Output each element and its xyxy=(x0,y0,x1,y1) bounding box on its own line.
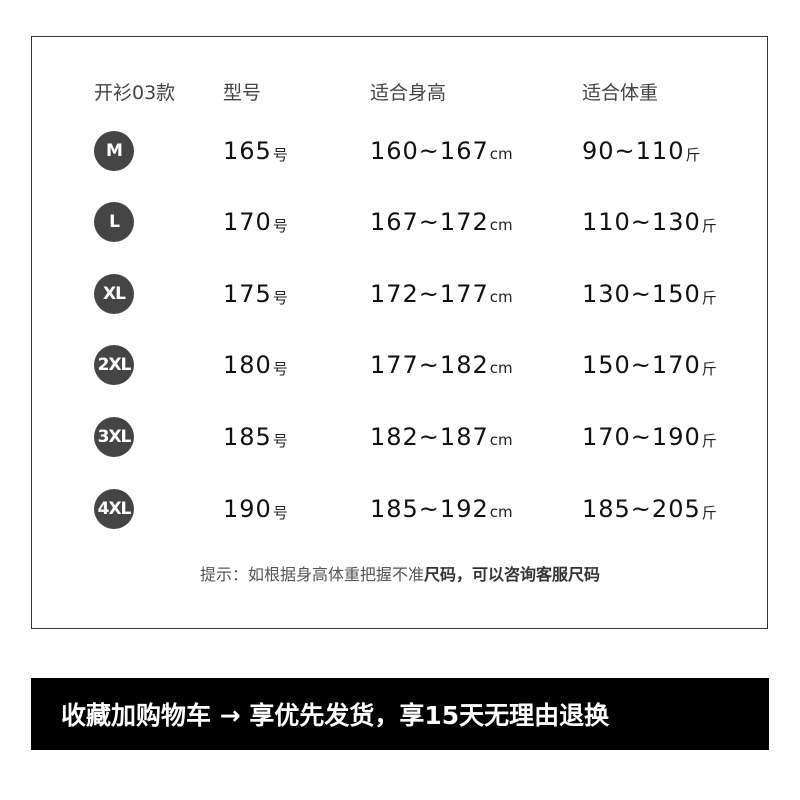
weight-cell: 130~150 斤 xyxy=(582,274,717,314)
header-height: 适合身高 xyxy=(370,81,447,104)
height-cell-unit: cm xyxy=(489,359,513,377)
weight-cell: 90~110 斤 xyxy=(582,131,700,171)
weight-cell-value: 150~170 xyxy=(582,351,701,379)
height-cell-unit: cm xyxy=(489,431,513,449)
height-cell: 160~167 cm xyxy=(370,131,513,171)
height-cell-unit: cm xyxy=(489,503,513,521)
header-model: 型号 xyxy=(223,81,262,104)
weight-cell: 185~205 斤 xyxy=(582,489,717,529)
weight-cell: 110~130 斤 xyxy=(582,202,717,242)
table-row: XL 175 号 172~177 cm 130~150 斤 xyxy=(0,274,800,314)
weight-cell-value: 130~150 xyxy=(582,280,701,308)
height-cell-value: 172~177 xyxy=(370,280,489,308)
model-cell-value: 190 xyxy=(223,495,272,523)
model-cell: 175 号 xyxy=(223,274,288,314)
height-cell: 182~187 cm xyxy=(370,417,513,457)
height-cell-value: 177~182 xyxy=(370,351,489,379)
model-cell-unit: 号 xyxy=(272,145,288,164)
size-chart-frame xyxy=(31,36,768,629)
size-badge: 2XL xyxy=(94,345,134,385)
weight-cell-unit: 斤 xyxy=(701,288,717,307)
height-cell-unit: cm xyxy=(489,288,513,306)
promo-banner: 收藏加购物车 → 享优先发货，享15天无理由退换 xyxy=(31,678,769,750)
weight-cell-value: 185~205 xyxy=(582,495,701,523)
model-cell-unit: 号 xyxy=(272,359,288,378)
height-cell-unit: cm xyxy=(489,145,513,163)
height-cell-value: 182~187 xyxy=(370,423,489,451)
weight-cell: 170~190 斤 xyxy=(582,417,717,457)
model-cell-value: 175 xyxy=(223,280,272,308)
height-cell: 177~182 cm xyxy=(370,345,513,385)
weight-cell-unit: 斤 xyxy=(701,503,717,522)
weight-cell-value: 90~110 xyxy=(582,137,685,165)
size-badge: 3XL xyxy=(94,417,134,457)
table-row: 2XL 180 号 177~182 cm 150~170 斤 xyxy=(0,345,800,385)
header-style: 开衫03款 xyxy=(94,81,176,104)
model-cell: 185 号 xyxy=(223,417,288,457)
height-cell: 167~172 cm xyxy=(370,202,513,242)
model-cell: 170 号 xyxy=(223,202,288,242)
height-cell-value: 167~172 xyxy=(370,208,489,236)
model-cell-value: 180 xyxy=(223,351,272,379)
height-cell: 172~177 cm xyxy=(370,274,513,314)
weight-cell-unit: 斤 xyxy=(685,145,701,164)
model-cell-unit: 号 xyxy=(272,431,288,450)
model-cell-unit: 号 xyxy=(272,288,288,307)
table-row: 3XL 185 号 182~187 cm 170~190 斤 xyxy=(0,417,800,457)
size-tip: 提示：如根据身高体重把握不准尺码，可以咨询客服尺码 xyxy=(0,561,800,585)
size-badge: XL xyxy=(94,274,134,314)
model-cell: 190 号 xyxy=(223,489,288,529)
model-cell: 180 号 xyxy=(223,345,288,385)
weight-cell-value: 170~190 xyxy=(582,423,701,451)
model-cell-value: 165 xyxy=(223,137,272,165)
weight-cell-unit: 斤 xyxy=(701,216,717,235)
model-cell-unit: 号 xyxy=(272,503,288,522)
size-badge: M xyxy=(94,131,134,171)
height-cell-unit: cm xyxy=(489,216,513,234)
model-cell: 165 号 xyxy=(223,131,288,171)
table-row: L 170 号 167~172 cm 110~130 斤 xyxy=(0,202,800,242)
size-badge: L xyxy=(94,202,134,242)
tip-text-bold: 尺码，可以咨询客服尺码 xyxy=(424,565,601,584)
size-badge: 4XL xyxy=(94,489,134,529)
weight-cell-unit: 斤 xyxy=(701,359,717,378)
table-row: M 165 号 160~167 cm 90~110 斤 xyxy=(0,131,800,171)
tip-text: 提示：如根据身高体重把握不准 xyxy=(199,565,424,584)
model-cell-unit: 号 xyxy=(272,216,288,235)
height-cell-value: 160~167 xyxy=(370,137,489,165)
weight-cell: 150~170 斤 xyxy=(582,345,717,385)
model-cell-value: 185 xyxy=(223,423,272,451)
height-cell-value: 185~192 xyxy=(370,495,489,523)
weight-cell-unit: 斤 xyxy=(701,431,717,450)
weight-cell-value: 110~130 xyxy=(582,208,701,236)
table-row: 4XL 190 号 185~192 cm 185~205 斤 xyxy=(0,489,800,529)
model-cell-value: 170 xyxy=(223,208,272,236)
header-weight: 适合体重 xyxy=(582,81,659,104)
table-header: 开衫03款 型号 适合身高 适合体重 xyxy=(0,71,800,111)
height-cell: 185~192 cm xyxy=(370,489,513,529)
